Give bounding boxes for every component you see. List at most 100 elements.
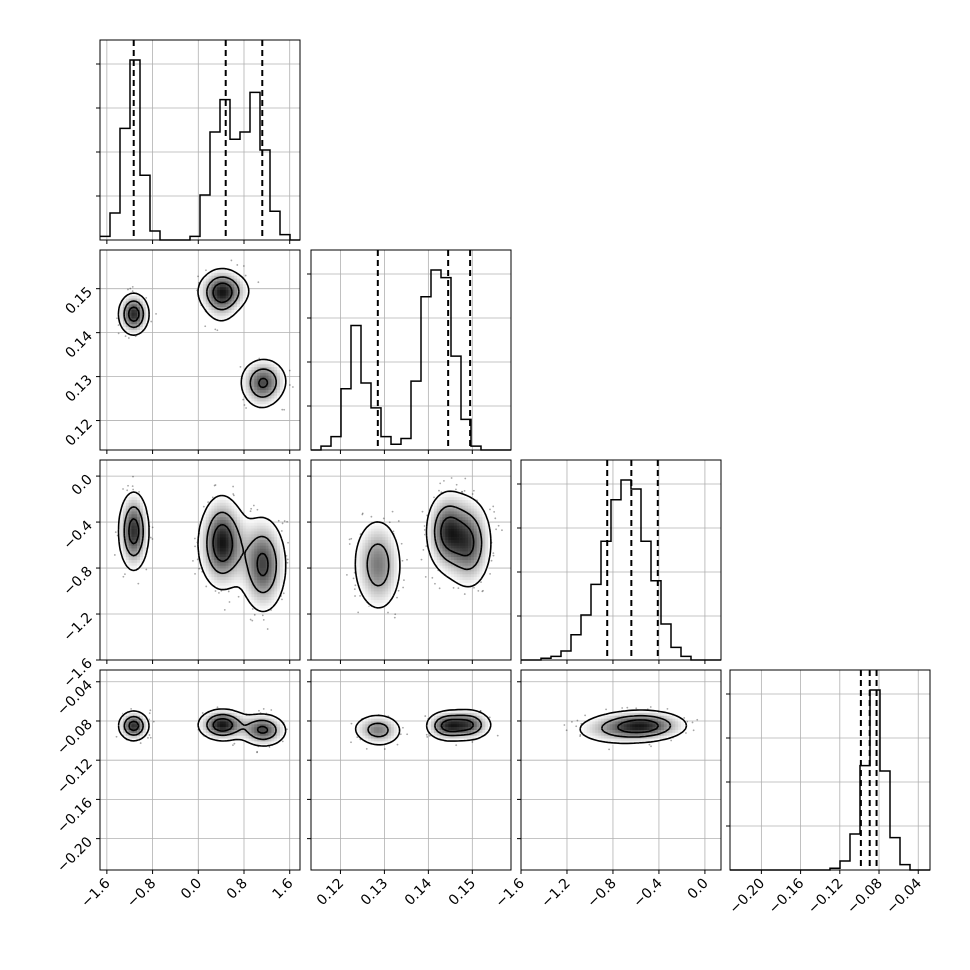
density-cell (214, 287, 218, 291)
contour-level (123, 713, 277, 741)
density-cell (678, 721, 682, 725)
density-cell (125, 330, 129, 334)
density-cell (125, 554, 129, 558)
density-cell (225, 724, 229, 728)
density-cell (231, 727, 235, 731)
density-cell (228, 542, 232, 547)
density-cell (217, 522, 221, 527)
density-cell (462, 517, 466, 521)
density-cell (205, 554, 209, 558)
density-cell (271, 715, 275, 719)
density-cell (595, 727, 599, 731)
density-cell (254, 384, 258, 388)
density-cell (125, 715, 129, 719)
density-cell (205, 730, 209, 734)
sample-point (266, 628, 269, 630)
density-cell (268, 534, 272, 538)
density-cell (131, 312, 135, 317)
density-cell (257, 574, 261, 578)
density-cell (471, 571, 475, 575)
density-cell (142, 531, 147, 535)
density-cell (208, 505, 212, 509)
density-cell (277, 580, 281, 584)
sample-point (256, 508, 259, 511)
density-cell (208, 502, 212, 507)
density-cell (251, 727, 255, 731)
density-cell (262, 560, 267, 564)
density-cell (245, 367, 249, 371)
density-cell (456, 537, 460, 541)
density-cell (658, 735, 662, 739)
density-cell (456, 721, 460, 725)
density-cell (268, 580, 272, 584)
density-cell (365, 738, 369, 742)
density-cell (131, 730, 135, 734)
density-cell (240, 568, 244, 572)
density-cell (254, 381, 258, 385)
density-cell (445, 565, 449, 569)
density-cell (228, 548, 232, 552)
density-cell (431, 727, 435, 731)
density-cell (225, 522, 229, 527)
density-cell (257, 525, 261, 529)
sample-point (649, 706, 652, 708)
density-cell (618, 721, 622, 725)
density-cell (451, 712, 455, 717)
density-cell (473, 505, 478, 509)
density-cell (488, 721, 492, 725)
density-cell (237, 307, 241, 311)
density-cell (465, 580, 469, 584)
density-cell (214, 502, 218, 507)
density-cell (248, 540, 252, 544)
density-cell (245, 718, 249, 722)
density-cell (262, 724, 267, 728)
density-cell (254, 542, 258, 547)
density-cell (379, 588, 383, 592)
sample-point (455, 483, 458, 486)
density-cell (485, 727, 489, 731)
density-cell (439, 562, 443, 567)
density-cell (231, 514, 235, 518)
density-cell (225, 560, 229, 564)
density-cell (142, 520, 147, 524)
density-cell (445, 522, 449, 527)
density-cell (471, 540, 475, 544)
density-cell (220, 500, 224, 504)
density-cell (225, 582, 229, 587)
sample-point (256, 750, 259, 753)
density-cell (388, 548, 392, 552)
density-cell (638, 712, 642, 717)
density-cell (260, 370, 264, 374)
density-cell (214, 508, 218, 512)
density-cell (445, 500, 449, 504)
density-cell (396, 730, 400, 734)
density-cell (658, 727, 662, 731)
density-cell (217, 568, 221, 572)
density-cell (621, 727, 625, 731)
density-cell (362, 568, 366, 572)
density-cell (242, 585, 247, 589)
density-cell (379, 548, 383, 552)
density-cell (661, 718, 665, 722)
density-cell (277, 390, 281, 394)
density-cell (356, 727, 360, 731)
density-cell (268, 525, 272, 529)
contour-level (354, 708, 492, 746)
density-cell (365, 557, 369, 561)
density-cell (205, 281, 209, 285)
density-cell (368, 582, 372, 587)
density-cell (439, 735, 443, 739)
sample-point (488, 716, 491, 719)
density-cell (131, 298, 135, 302)
density-cell (128, 712, 132, 717)
density-cell (396, 574, 400, 578)
density-cell (265, 738, 269, 742)
density-cell (365, 534, 369, 538)
density-cell (268, 718, 272, 722)
density-cell (626, 724, 630, 728)
density-cell (225, 554, 229, 558)
density-cell (468, 517, 472, 521)
density-cell (251, 525, 255, 529)
density-cell (379, 715, 383, 719)
contour-level (579, 709, 688, 745)
